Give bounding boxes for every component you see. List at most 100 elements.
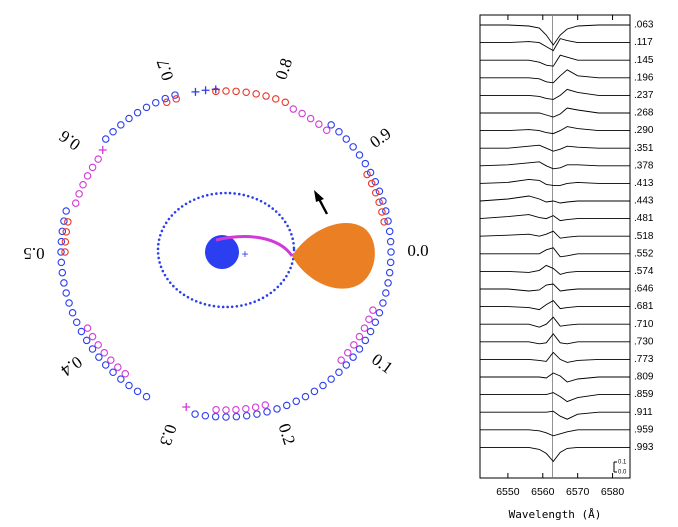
phase-marker — [343, 348, 352, 357]
phase-marker — [201, 86, 210, 95]
phase-marker — [98, 146, 107, 155]
phase-label: .552 — [634, 248, 654, 259]
phase-marker — [88, 332, 97, 341]
center-of-mass: + — [241, 247, 248, 261]
phase-marker — [361, 159, 370, 168]
phase-marker — [62, 289, 70, 297]
phase-marker — [315, 120, 323, 128]
phase-label: 0.5 — [23, 244, 44, 263]
phase-marker — [371, 318, 380, 327]
phase-marker — [242, 405, 250, 413]
phase-marker — [385, 227, 394, 236]
phase-marker — [349, 353, 357, 361]
phase-marker — [151, 98, 160, 107]
phase-marker — [360, 324, 369, 332]
phase-marker — [117, 375, 125, 383]
spectrum — [480, 429, 630, 437]
spectrum — [480, 372, 630, 383]
phase-marker — [75, 190, 83, 198]
x-tick-label: 6550 — [496, 486, 520, 498]
phase-marker — [310, 387, 319, 396]
phase-marker — [387, 248, 395, 256]
phase-marker — [94, 341, 102, 349]
phase-marker — [109, 127, 117, 136]
phase-marker — [222, 87, 230, 95]
phase-label: .574 — [634, 266, 654, 277]
phase-marker — [57, 258, 66, 267]
phase-marker — [60, 217, 68, 225]
spectrum — [480, 264, 630, 275]
phase-marker — [371, 188, 380, 197]
spectrum — [479, 214, 630, 222]
phase-marker — [162, 98, 171, 107]
orbit-dots — [156, 191, 296, 309]
phase-label: .378 — [634, 160, 654, 171]
phase-marker — [83, 172, 92, 180]
phase-label: .443 — [634, 196, 654, 207]
phase-marker — [262, 92, 270, 100]
phase-marker — [82, 336, 91, 345]
phase-marker — [142, 392, 151, 401]
phase-marker — [83, 324, 92, 332]
phase-label: 0.2 — [275, 421, 300, 447]
x-axis-label: Wavelength (Å) — [509, 508, 602, 521]
phase-marker — [301, 392, 310, 401]
phase-label: .911 — [634, 407, 653, 418]
x-tick-label: 6580 — [601, 486, 625, 498]
phase-marker — [367, 179, 376, 188]
phase-marker — [242, 88, 250, 97]
phase-marker — [68, 308, 77, 317]
phase-label: 0.3 — [156, 422, 181, 448]
phase-marker — [355, 151, 364, 159]
phase-label: 0.7 — [153, 56, 178, 83]
spectrum — [480, 300, 630, 311]
phase-label: .351 — [634, 143, 654, 154]
primary-star — [205, 235, 239, 269]
phase-marker — [342, 135, 351, 143]
spectra-frame — [479, 14, 631, 479]
phase-marker — [380, 218, 388, 226]
phase-marker — [77, 327, 86, 336]
phase-label: .196 — [634, 72, 654, 83]
phase-marker — [100, 348, 109, 357]
phase-label: .646 — [634, 284, 654, 295]
phase-label: .730 — [634, 336, 654, 347]
spectrum — [480, 351, 630, 363]
phase-label: .117 — [634, 37, 653, 48]
phase-marker — [212, 405, 220, 414]
phase-marker — [298, 109, 306, 118]
phase-marker — [191, 87, 200, 96]
phase-label: .290 — [634, 125, 654, 136]
spectrum — [479, 230, 630, 239]
arrow-head — [314, 190, 324, 202]
phase-marker — [191, 410, 199, 418]
phase-marker — [355, 332, 364, 341]
donor-star — [292, 222, 375, 289]
phase-marker — [65, 299, 73, 307]
phase-label: .237 — [634, 90, 654, 101]
phase-marker — [253, 410, 261, 418]
phase-marker — [79, 180, 87, 189]
phase-marker — [222, 413, 230, 421]
phase-marker — [133, 387, 142, 396]
phase-marker — [232, 87, 240, 96]
accretion-stream — [215, 235, 294, 257]
spectrum — [479, 161, 630, 170]
phase-marker — [88, 345, 97, 353]
phase-marker — [58, 268, 67, 277]
phase-label: .959 — [634, 424, 654, 435]
phase-marker — [142, 103, 151, 112]
phase-marker — [375, 308, 384, 317]
spectrum — [480, 88, 630, 100]
phase-label: .993 — [634, 442, 654, 453]
phase-marker — [60, 279, 68, 287]
phase-marker — [232, 412, 241, 421]
phase-marker — [94, 155, 102, 163]
x-tick-label: 6560 — [531, 486, 555, 498]
phase-marker — [385, 268, 394, 277]
phase-marker — [365, 315, 373, 324]
phase-marker — [117, 121, 125, 129]
phase-marker — [379, 197, 387, 205]
phase-marker — [211, 85, 220, 94]
